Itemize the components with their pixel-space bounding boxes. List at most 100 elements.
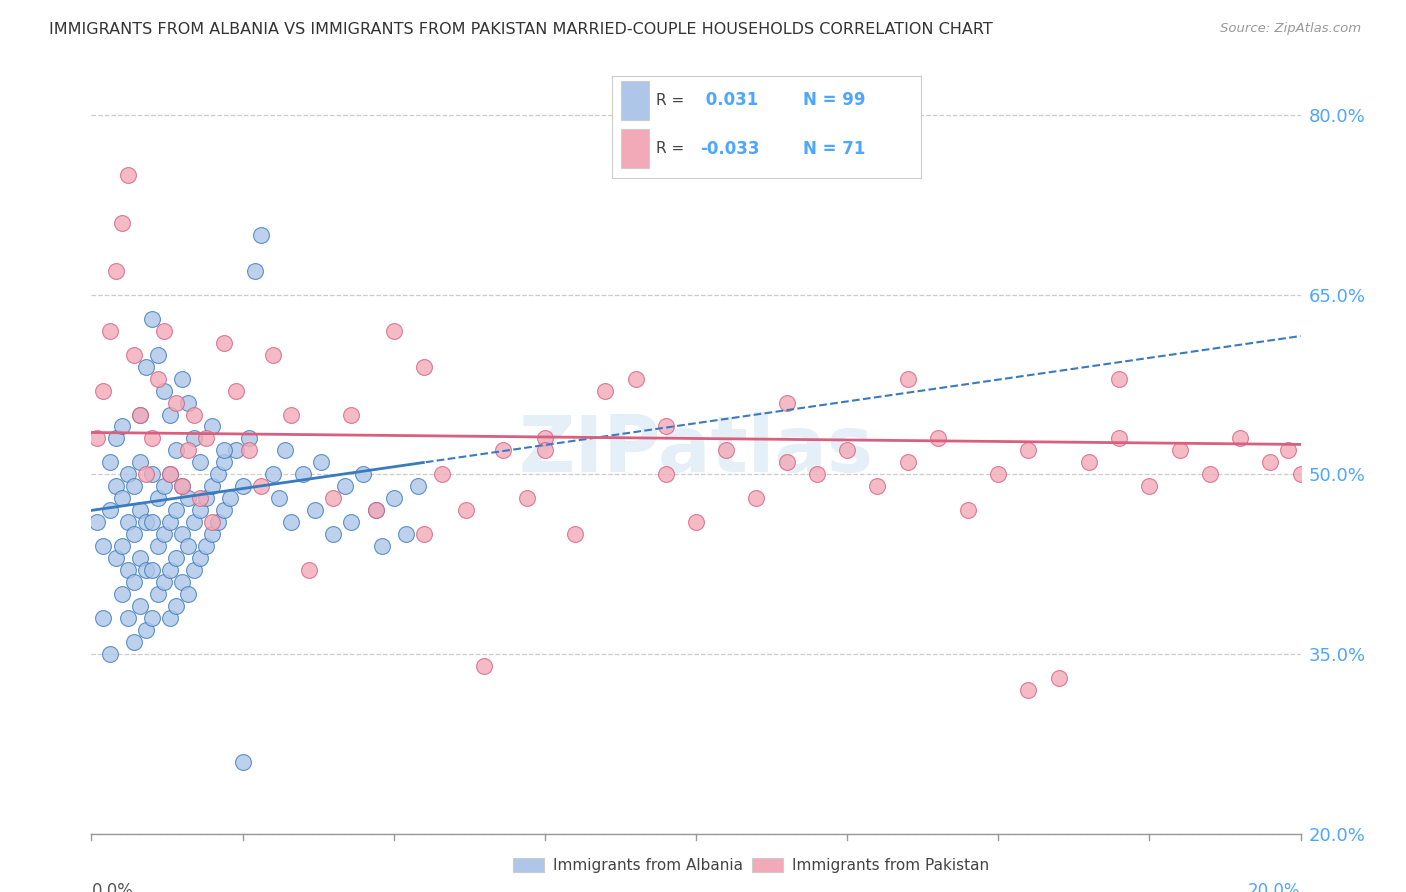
Point xyxy=(128,408,150,422)
Point xyxy=(201,516,224,530)
Point xyxy=(897,371,920,385)
Point xyxy=(456,503,478,517)
Point xyxy=(146,587,169,601)
Point xyxy=(135,624,157,638)
Point xyxy=(128,408,150,422)
Point xyxy=(1108,371,1130,385)
Point xyxy=(117,563,139,577)
Point xyxy=(298,563,321,577)
Point xyxy=(624,371,647,385)
Text: IMMIGRANTS FROM ALBANIA VS IMMIGRANTS FROM PAKISTAN MARRIED-COUPLE HOUSEHOLDS CO: IMMIGRANTS FROM ALBANIA VS IMMIGRANTS FR… xyxy=(49,22,993,37)
Point xyxy=(238,443,260,458)
Point xyxy=(382,491,405,506)
Point xyxy=(177,491,200,506)
Point xyxy=(987,467,1010,482)
Point xyxy=(364,503,387,517)
Point xyxy=(207,516,229,530)
Point xyxy=(249,479,271,493)
Point xyxy=(122,527,145,541)
Point xyxy=(165,503,187,517)
Text: N = 99: N = 99 xyxy=(803,92,866,110)
Point xyxy=(141,563,163,577)
Point xyxy=(104,432,127,446)
Point xyxy=(86,432,108,446)
Point xyxy=(159,563,181,577)
Point xyxy=(1018,683,1040,698)
Text: 20.0%: 20.0% xyxy=(1249,882,1301,892)
Point xyxy=(172,479,194,493)
Point xyxy=(128,551,150,566)
Point xyxy=(159,467,181,482)
Text: R =: R = xyxy=(657,93,685,108)
Point xyxy=(141,311,163,326)
Point xyxy=(122,635,145,649)
Point xyxy=(188,491,211,506)
Point xyxy=(413,359,436,374)
Point xyxy=(776,395,799,409)
Point xyxy=(177,395,200,409)
Point xyxy=(141,611,163,625)
Point xyxy=(927,432,949,446)
Point xyxy=(117,467,139,482)
Point xyxy=(153,324,176,338)
Point xyxy=(153,527,176,541)
Point xyxy=(98,324,121,338)
Point xyxy=(141,516,163,530)
Point xyxy=(1018,443,1040,458)
Point xyxy=(1108,432,1130,446)
Point xyxy=(516,491,538,506)
Bar xyxy=(621,129,648,168)
Point xyxy=(340,408,363,422)
Point xyxy=(685,516,707,530)
Point xyxy=(111,539,132,553)
Point xyxy=(654,419,676,434)
Point xyxy=(201,419,224,434)
Point xyxy=(214,455,236,469)
Point xyxy=(1168,443,1191,458)
Point xyxy=(267,491,290,506)
Point xyxy=(370,539,392,553)
Point xyxy=(195,539,218,553)
Point xyxy=(165,443,187,458)
Point xyxy=(159,467,181,482)
Point xyxy=(93,611,115,625)
Point xyxy=(1198,467,1220,482)
Point xyxy=(745,491,768,506)
Point xyxy=(806,467,828,482)
Point xyxy=(128,599,150,614)
Point xyxy=(122,347,145,361)
Text: Source: ZipAtlas.com: Source: ZipAtlas.com xyxy=(1220,22,1361,36)
Point xyxy=(231,755,253,769)
Text: Immigrants from Albania: Immigrants from Albania xyxy=(553,858,742,872)
Point xyxy=(595,384,617,398)
Text: N = 71: N = 71 xyxy=(803,140,866,158)
Point xyxy=(153,575,176,590)
Point xyxy=(111,587,132,601)
Point xyxy=(214,503,236,517)
Point xyxy=(564,527,586,541)
Point xyxy=(274,443,297,458)
Point xyxy=(153,479,176,493)
Text: R =: R = xyxy=(657,141,685,156)
Point xyxy=(86,516,108,530)
Point xyxy=(382,324,405,338)
Point xyxy=(280,408,302,422)
Point xyxy=(225,443,247,458)
Point xyxy=(122,479,145,493)
Point xyxy=(111,419,132,434)
Point xyxy=(188,503,211,517)
Point xyxy=(111,216,132,230)
Point xyxy=(195,491,218,506)
Point xyxy=(322,527,344,541)
Point xyxy=(956,503,979,517)
Point xyxy=(214,443,236,458)
Point xyxy=(98,647,121,661)
Point xyxy=(866,479,889,493)
Point xyxy=(430,467,453,482)
Point xyxy=(292,467,315,482)
Point xyxy=(201,527,224,541)
Point xyxy=(165,395,187,409)
Point xyxy=(141,432,163,446)
Point xyxy=(225,384,247,398)
Point xyxy=(159,516,181,530)
